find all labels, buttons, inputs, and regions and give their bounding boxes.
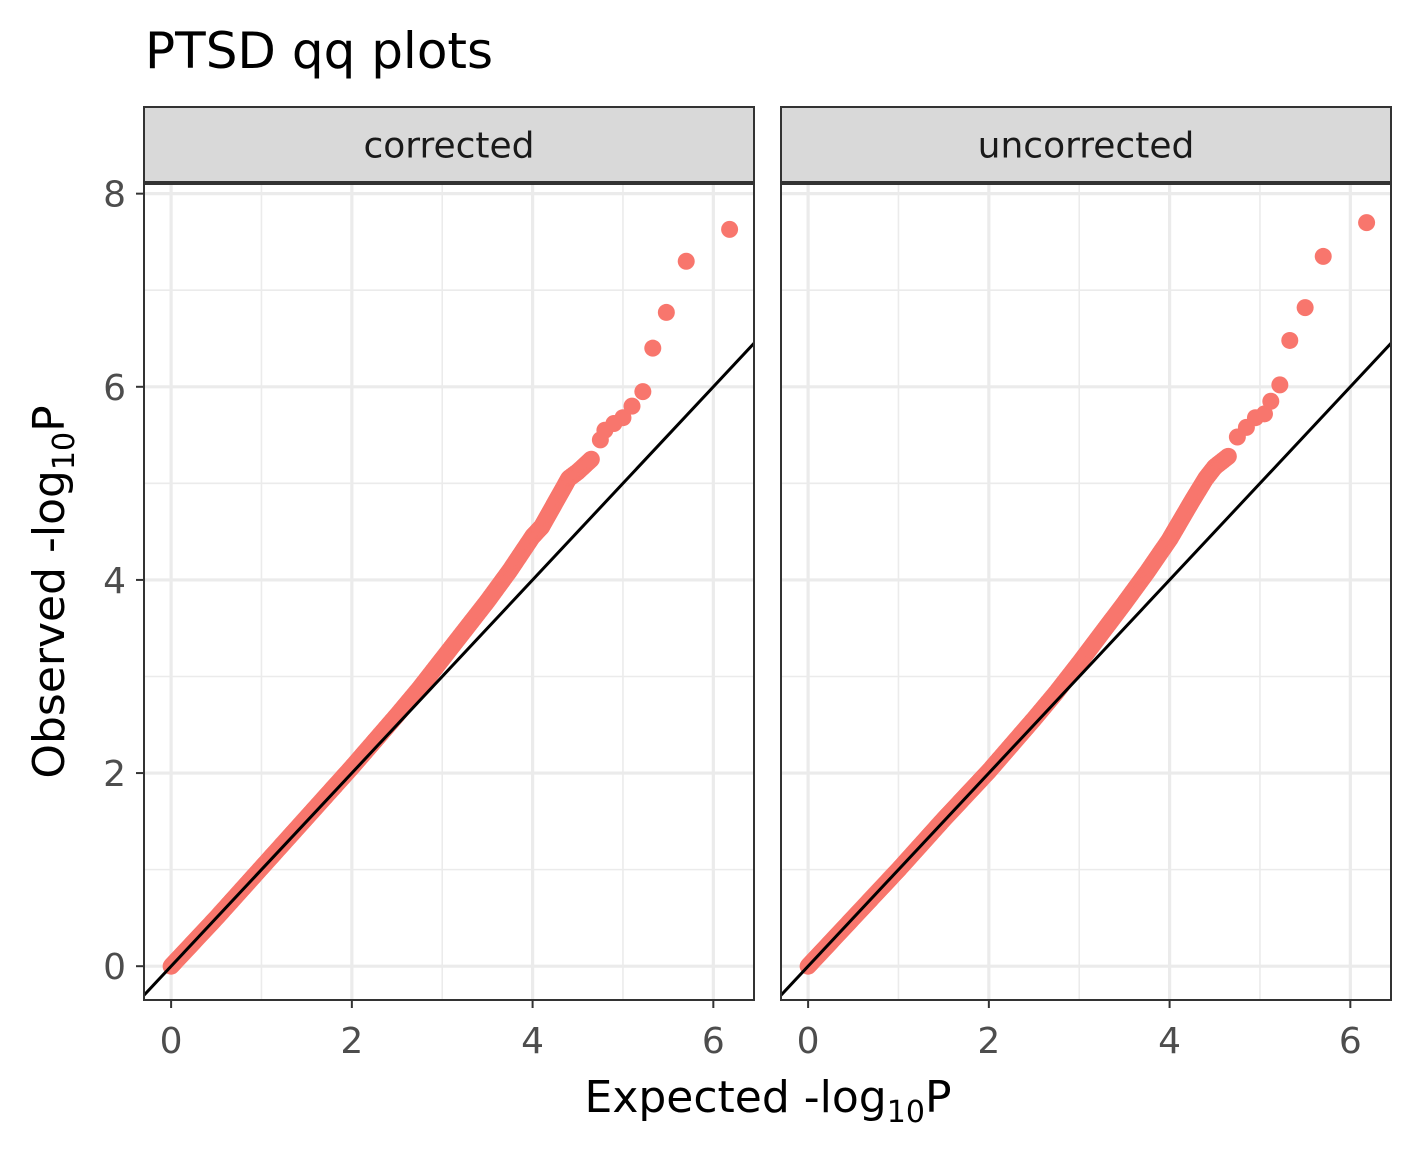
panel-border [780, 183, 1392, 1001]
strip-background [780, 106, 1392, 183]
y-tick-label: 6 [103, 368, 126, 409]
qq-point [657, 303, 675, 321]
x-axis-label-prefix: Expected -log [585, 1072, 887, 1123]
plot-background [144, 184, 754, 1000]
x-axis-label: Expected -log10P [585, 1072, 952, 1130]
qq-point [721, 220, 739, 238]
y-axis-label-suffix: P [24, 405, 75, 432]
data-layer [781, 214, 1391, 997]
qq-point [1255, 405, 1273, 423]
panels-layer: corrected uncorrected [136, 106, 1392, 1008]
panel-uncorrected: uncorrected [780, 106, 1392, 1008]
strip-label: corrected [363, 126, 534, 167]
reference-line [781, 342, 1391, 997]
qq-point [582, 450, 600, 468]
gridlines [144, 184, 754, 1000]
y-tick-labels: 0 2 4 6 8 [103, 175, 126, 989]
x-tick-label: 4 [521, 1021, 544, 1062]
x-tick-label: 0 [160, 1021, 183, 1062]
strip-label: uncorrected [978, 126, 1195, 167]
panel-corrected: corrected [136, 106, 755, 1008]
y-tick-label: 4 [103, 561, 126, 602]
qq-point [614, 409, 632, 427]
qq-point [634, 383, 652, 401]
qq-point [1262, 392, 1280, 410]
x-tick-label: 2 [340, 1021, 363, 1062]
qq-point [1314, 247, 1332, 265]
strip-background [143, 106, 755, 183]
reference-line [144, 342, 754, 997]
qq-point [677, 252, 695, 270]
x-tick-label: 2 [977, 1021, 1000, 1062]
data-layer [144, 220, 754, 997]
x-tick-label: 6 [702, 1021, 725, 1062]
qq-point [623, 397, 641, 415]
panel-border [143, 183, 755, 1001]
qq-point [1358, 214, 1376, 232]
y-tick-label: 2 [103, 754, 126, 795]
y-axis-label: Observed -log10P [24, 405, 82, 778]
y-axis-label-subscript: 10 [47, 432, 82, 470]
x-axis-label-suffix: P [925, 1072, 952, 1123]
x-tick-label: 0 [797, 1021, 820, 1062]
x-tick-label: 4 [1158, 1021, 1181, 1062]
y-axis-label-prefix: Observed -log [24, 470, 75, 779]
x-tick-label: 6 [1339, 1021, 1362, 1062]
qq-point [1281, 331, 1299, 349]
x-tick-labels: 0 2 4 6 0 2 4 6 [160, 1021, 1362, 1062]
y-tick-label: 0 [103, 947, 126, 988]
qq-point [644, 339, 662, 357]
qq-point [1296, 299, 1314, 317]
qq-point [1219, 447, 1237, 465]
plot-background [781, 184, 1391, 1000]
y-tick-label: 8 [103, 175, 126, 216]
x-axis-label-subscript: 10 [887, 1095, 925, 1130]
gridlines [781, 184, 1391, 1000]
qq-point [1271, 376, 1289, 394]
chart-title: PTSD qq plots [145, 22, 493, 80]
